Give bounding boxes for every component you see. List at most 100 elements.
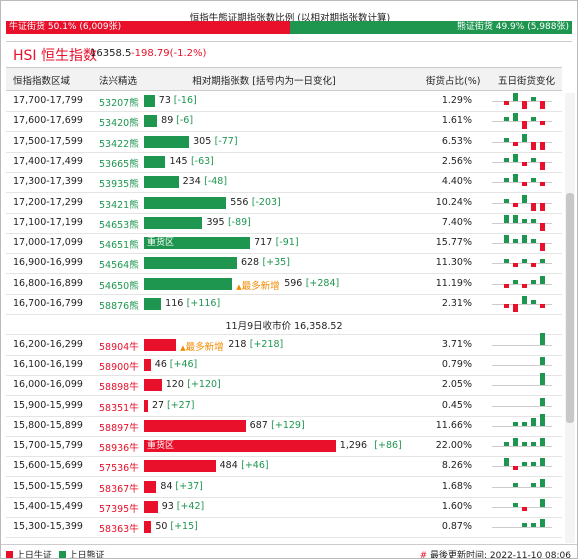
spark-bar: [531, 117, 536, 122]
sparkline: [492, 436, 552, 456]
spark-bar: [522, 133, 527, 142]
spark-bar: [540, 243, 545, 252]
spark-bar: [540, 101, 545, 109]
contracts: 50: [155, 521, 168, 533]
spark-bar: [540, 373, 545, 386]
share: 2.31%: [441, 298, 472, 309]
contracts: 89: [161, 115, 174, 127]
divider: [1, 544, 577, 545]
baseline: [492, 466, 552, 468]
contracts: 484: [219, 460, 238, 472]
code: 58897牛: [99, 422, 139, 434]
share: 0.45%: [441, 399, 472, 411]
index-change: -198.79(-1.2%): [131, 48, 207, 59]
share: 11.66%: [435, 419, 472, 431]
icon: ▲: [236, 282, 242, 291]
range: 17,500-17,599: [13, 135, 83, 147]
change: [+37]: [175, 480, 203, 492]
bar: [144, 338, 177, 351]
spark-bar: [504, 117, 509, 122]
contracts: 116: [165, 298, 184, 309]
range: 17,400-17,499: [13, 155, 83, 167]
bar: [144, 216, 203, 229]
share: 1.60%: [441, 501, 472, 512]
baseline: [492, 405, 552, 407]
table-row: 15,700-15,799 58936牛 重货区 1,296 [+86] 22.00%: [6, 436, 562, 458]
change: [+42]: [176, 501, 205, 512]
change: [+86]: [374, 440, 402, 452]
swatch: [6, 551, 13, 558]
spark-bar: [540, 161, 545, 170]
contracts: 218: [228, 338, 247, 350]
range: 17,100-17,199: [13, 216, 83, 228]
share: 8.26%: [441, 460, 472, 472]
sparkline: [492, 172, 552, 192]
baseline: [492, 202, 552, 204]
code: 53422熊: [99, 138, 139, 150]
column: 街货占比(%): [426, 76, 481, 87]
bar: [144, 115, 158, 128]
table-row: 17,700-17,799 53207熊 73 [-16] 1.29%: [6, 91, 562, 112]
share: 0.87%: [441, 521, 472, 533]
bar: [144, 95, 155, 107]
share: 2.56%: [441, 155, 472, 167]
contracts: 234: [182, 176, 201, 188]
table-row: 17,100-17,199 54653熊 395 [-89] 7.40%: [6, 213, 562, 234]
code: 58876熊: [99, 301, 139, 312]
legend-label: 上日熊证: [68, 551, 105, 559]
spark-bar: [513, 174, 518, 183]
table-row: 15,900-15,999 58351牛 27 [+27] 0.45%: [6, 396, 562, 417]
bar: [144, 399, 148, 412]
spark-bar: [513, 482, 518, 487]
spark-bar: [540, 438, 545, 447]
bar: 重货区: [144, 237, 251, 250]
range: 16,700-16,799: [13, 298, 83, 309]
range: 15,400-15,499: [13, 501, 83, 512]
swatch: [58, 551, 66, 558]
contracts: 27: [151, 399, 165, 411]
spark-bar: [531, 263, 536, 268]
contracts: 556: [230, 196, 249, 208]
bar: [144, 419, 246, 432]
range: 15,500-15,599: [13, 480, 83, 492]
sparkline: [492, 456, 552, 476]
contracts: 46: [154, 358, 167, 370]
spark-bar: [504, 214, 509, 223]
ratio-bar: 牛证街货 50.1% (6,009张) 熊证街货 49.9% (5,988张): [6, 21, 572, 34]
range: 17,300-17,399: [13, 176, 83, 188]
table-row: 17,000-17,099 54651熊 重货区 717 [-91] 15.77%: [6, 233, 562, 255]
spark-bar: [531, 279, 536, 284]
range: 15,900-15,999: [13, 399, 83, 411]
label: 牛证街货: [9, 22, 46, 32]
spark-bar: [531, 523, 536, 528]
bear-ratio: 熊证街货 49.9% (5,988张): [289, 21, 572, 34]
spark-bar: [513, 421, 518, 426]
baseline: [492, 364, 552, 366]
sparkline: [492, 233, 552, 253]
range: 15,600-15,699: [13, 460, 83, 472]
range: 15,700-15,799: [13, 440, 83, 452]
spark-bar: [504, 458, 509, 467]
spark-bar: [522, 259, 527, 264]
sparkline: [492, 413, 552, 436]
table-row: 15,400-15,499 57395牛 93 [+42] 1.60%: [6, 497, 562, 518]
spark-bar: [522, 182, 527, 187]
change: [-89]: [227, 216, 251, 228]
contracts: 596: [284, 277, 303, 289]
change: [-203]: [251, 196, 281, 208]
table-row: 16,700-16,799 58876熊 116 [+116] 2.31%: [6, 294, 562, 315]
spark-bar: [540, 458, 545, 467]
code: 54653熊: [99, 219, 139, 231]
sparkline: [492, 517, 552, 537]
change: [-91]: [275, 237, 299, 249]
sparkline: [492, 396, 552, 416]
spark-bar: [531, 202, 536, 211]
change: [-63]: [190, 155, 214, 167]
code: 54650熊: [99, 280, 139, 292]
spark-bar: [504, 259, 509, 264]
range: 15,300-15,399: [13, 521, 83, 533]
label: 熊证街货: [456, 22, 493, 32]
code: 54564熊: [99, 260, 139, 272]
change: [-6]: [176, 115, 194, 127]
share: 7.40%: [441, 216, 472, 228]
